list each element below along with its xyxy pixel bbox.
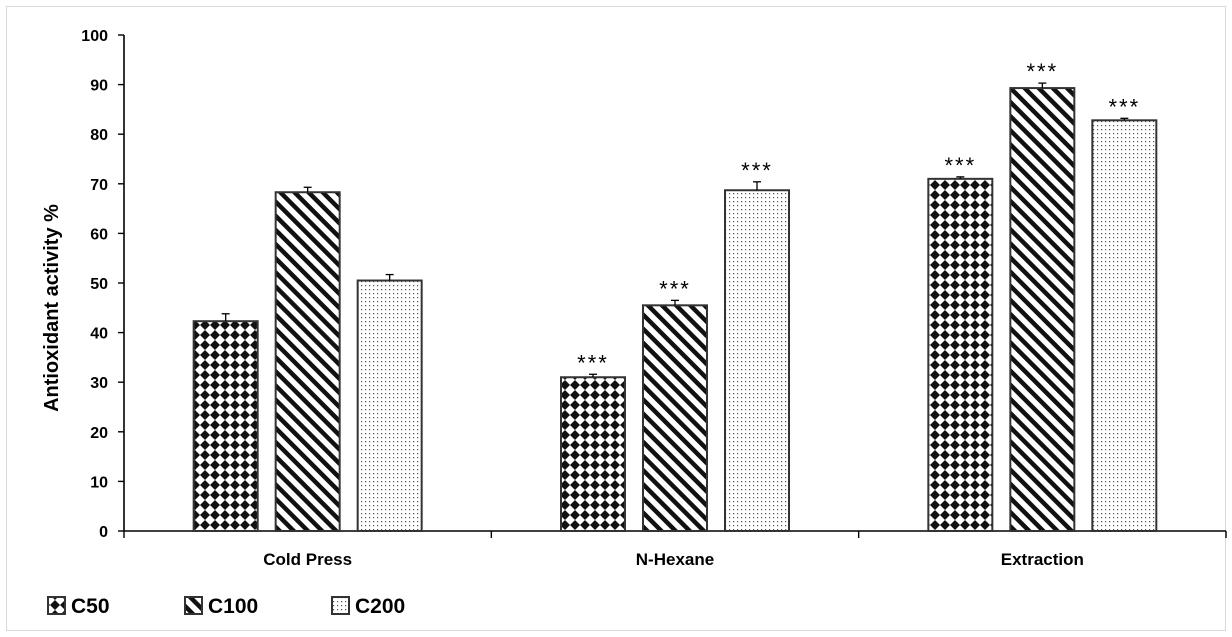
bar-c200 [1091,119,1158,532]
significance-label: *** [944,153,976,178]
legend-swatch-c50 [47,596,66,615]
significance-label: *** [1108,94,1140,119]
significance-label: *** [659,276,691,301]
bar-c50 [192,320,259,532]
y-axis-title: Antioxidant activity % [41,204,63,412]
significance-label: *** [577,350,609,375]
y-tick-label: 80 [90,127,108,144]
legend-label-c100: C100 [208,595,258,618]
legend-swatch-c100 [184,596,203,615]
significance-label: *** [1026,59,1058,84]
y-tick-label: 60 [90,226,108,243]
category-label: Cold Press [263,550,352,569]
category-label: N-Hexane [636,550,714,569]
bar-c100 [274,191,341,532]
y-tick-label: 20 [90,425,108,442]
legend-label-c50: C50 [71,595,110,618]
y-tick-label: 50 [90,276,108,293]
significance-label: *** [741,158,773,183]
bars-group: *** *** *** *** *** *** [192,59,1158,533]
y-tick-label: 70 [90,177,108,194]
y-tick-label: 90 [90,78,108,95]
y-tick-label: 30 [90,375,108,392]
legend-label-c200: C200 [355,595,405,618]
bar-c50 [927,177,994,532]
y-tick-label: 10 [90,474,108,491]
category-label: Extraction [1001,550,1084,569]
y-axis: 0 10 20 30 40 50 60 70 80 90 100 [81,28,125,541]
legend: C50 C100 C200 [47,595,405,618]
bar-c200 [724,189,790,533]
bar-c200 [356,279,423,532]
y-tick-label: 0 [99,524,108,541]
y-tick-label: 100 [81,28,108,45]
y-tick-label: 40 [90,326,108,343]
bar-c100 [1009,87,1076,533]
bar-c100 [642,304,708,532]
legend-swatch-c200 [331,596,350,615]
x-axis: Cold Press N-Hexane Extraction [123,530,1227,569]
bar-c50 [560,376,626,532]
